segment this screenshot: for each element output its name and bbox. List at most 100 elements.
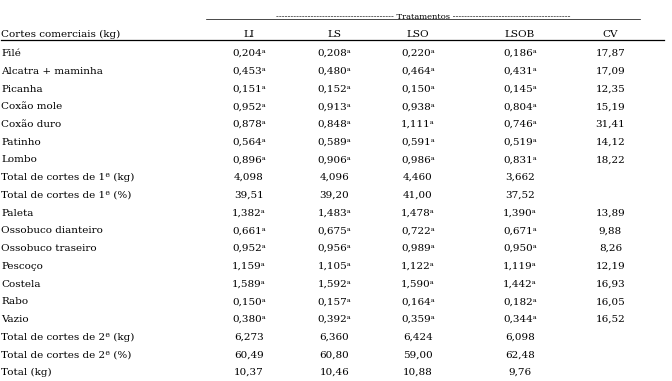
Text: 4,098: 4,098 xyxy=(234,173,264,182)
Text: 0,989ᵃ: 0,989ᵃ xyxy=(401,244,435,253)
Text: 0,831ᵃ: 0,831ᵃ xyxy=(503,155,537,165)
Text: Total de cortes de 2ª (kg): Total de cortes de 2ª (kg) xyxy=(1,333,135,342)
Text: 41,00: 41,00 xyxy=(403,191,433,200)
Text: 0,952ᵃ: 0,952ᵃ xyxy=(232,102,266,111)
Text: 0,182ᵃ: 0,182ᵃ xyxy=(503,297,537,306)
Text: 0,589ᵃ: 0,589ᵃ xyxy=(317,138,351,147)
Text: 1,119ᵃ: 1,119ᵃ xyxy=(503,262,537,271)
Text: 0,848ᵃ: 0,848ᵃ xyxy=(317,120,351,129)
Text: 1,590ᵃ: 1,590ᵃ xyxy=(401,280,435,288)
Text: 0,145ᵃ: 0,145ᵃ xyxy=(503,85,537,93)
Text: LSOB: LSOB xyxy=(505,30,535,38)
Text: 0,150ᵃ: 0,150ᵃ xyxy=(232,297,266,306)
Text: Total de cortes de 1ª (%): Total de cortes de 1ª (%) xyxy=(1,191,132,200)
Text: Alcatra + maminha: Alcatra + maminha xyxy=(1,67,103,76)
Text: ----------------------------------------- Tratamentos --------------------------: ----------------------------------------… xyxy=(276,13,571,21)
Text: 9,88: 9,88 xyxy=(599,226,622,235)
Text: 12,35: 12,35 xyxy=(595,85,625,93)
Text: 0,671ᵃ: 0,671ᵃ xyxy=(503,226,537,235)
Text: 60,49: 60,49 xyxy=(234,351,264,359)
Text: 0,896ᵃ: 0,896ᵃ xyxy=(232,155,266,165)
Text: Total de cortes de 1ª (kg): Total de cortes de 1ª (kg) xyxy=(1,173,135,182)
Text: Ossobuco dianteiro: Ossobuco dianteiro xyxy=(1,226,103,235)
Text: 0,453ᵃ: 0,453ᵃ xyxy=(232,67,266,76)
Text: 0,204ᵃ: 0,204ᵃ xyxy=(232,49,266,58)
Text: 4,096: 4,096 xyxy=(319,173,349,182)
Text: Costela: Costela xyxy=(1,280,41,288)
Text: 60,80: 60,80 xyxy=(319,351,349,359)
Text: 0,661ᵃ: 0,661ᵃ xyxy=(232,226,266,235)
Text: 0,591ᵃ: 0,591ᵃ xyxy=(401,138,435,147)
Text: 59,00: 59,00 xyxy=(403,351,433,359)
Text: 0,906ᵃ: 0,906ᵃ xyxy=(317,155,351,165)
Text: Coxão mole: Coxão mole xyxy=(1,102,62,111)
Text: 1,589ᵃ: 1,589ᵃ xyxy=(232,280,266,288)
Text: 6,273: 6,273 xyxy=(234,333,264,342)
Text: 17,09: 17,09 xyxy=(595,67,625,76)
Text: 16,05: 16,05 xyxy=(595,297,625,306)
Text: 15,19: 15,19 xyxy=(595,102,625,111)
Text: 6,360: 6,360 xyxy=(319,333,349,342)
Text: 0,208ᵃ: 0,208ᵃ xyxy=(317,49,351,58)
Text: 37,52: 37,52 xyxy=(505,191,535,200)
Text: 31,41: 31,41 xyxy=(595,120,625,129)
Text: 0,564ᵃ: 0,564ᵃ xyxy=(232,138,266,147)
Text: 0,359ᵃ: 0,359ᵃ xyxy=(401,315,435,324)
Text: LI: LI xyxy=(243,30,255,38)
Text: 39,20: 39,20 xyxy=(319,191,349,200)
Text: 10,46: 10,46 xyxy=(319,368,349,377)
Text: Pescoço: Pescoço xyxy=(1,262,43,271)
Text: 13,89: 13,89 xyxy=(595,209,625,218)
Text: 1,390ᵃ: 1,390ᵃ xyxy=(503,209,537,218)
Text: 0,186ᵃ: 0,186ᵃ xyxy=(503,49,537,58)
Text: 1,122ᵃ: 1,122ᵃ xyxy=(401,262,435,271)
Text: 1,592ᵃ: 1,592ᵃ xyxy=(317,280,351,288)
Text: 62,48: 62,48 xyxy=(505,351,535,359)
Text: 0,956ᵃ: 0,956ᵃ xyxy=(317,244,351,253)
Text: 12,19: 12,19 xyxy=(595,262,625,271)
Text: 6,424: 6,424 xyxy=(403,333,433,342)
Text: 3,662: 3,662 xyxy=(505,173,535,182)
Text: 0,380ᵃ: 0,380ᵃ xyxy=(232,315,266,324)
Text: 0,746ᵃ: 0,746ᵃ xyxy=(503,120,537,129)
Text: 18,22: 18,22 xyxy=(595,155,625,165)
Text: 1,442ᵃ: 1,442ᵃ xyxy=(503,280,537,288)
Text: 10,37: 10,37 xyxy=(234,368,264,377)
Text: 1,382ᵃ: 1,382ᵃ xyxy=(232,209,266,218)
Text: 0,150ᵃ: 0,150ᵃ xyxy=(401,85,435,93)
Text: Ossobuco traseiro: Ossobuco traseiro xyxy=(1,244,97,253)
Text: Rabo: Rabo xyxy=(1,297,28,306)
Text: 0,480ᵃ: 0,480ᵃ xyxy=(317,67,351,76)
Text: 16,93: 16,93 xyxy=(595,280,625,288)
Text: Total (kg): Total (kg) xyxy=(1,368,52,377)
Text: 9,76: 9,76 xyxy=(509,368,532,377)
Text: 0,392ᵃ: 0,392ᵃ xyxy=(317,315,351,324)
Text: 17,87: 17,87 xyxy=(595,49,625,58)
Text: 0,986ᵃ: 0,986ᵃ xyxy=(401,155,435,165)
Text: 0,938ᵃ: 0,938ᵃ xyxy=(401,102,435,111)
Text: 0,913ᵃ: 0,913ᵃ xyxy=(317,102,351,111)
Text: 0,220ᵃ: 0,220ᵃ xyxy=(401,49,435,58)
Text: Patinho: Patinho xyxy=(1,138,41,147)
Text: 1,159ᵃ: 1,159ᵃ xyxy=(232,262,266,271)
Text: 4,460: 4,460 xyxy=(403,173,433,182)
Text: 0,952ᵃ: 0,952ᵃ xyxy=(232,244,266,253)
Text: 0,151ᵃ: 0,151ᵃ xyxy=(232,85,266,93)
Text: Coxão duro: Coxão duro xyxy=(1,120,62,129)
Text: Total de cortes de 2ª (%): Total de cortes de 2ª (%) xyxy=(1,351,132,359)
Text: Picanha: Picanha xyxy=(1,85,43,93)
Text: 14,12: 14,12 xyxy=(595,138,625,147)
Text: 16,52: 16,52 xyxy=(595,315,625,324)
Text: 6,098: 6,098 xyxy=(505,333,535,342)
Text: 0,950ᵃ: 0,950ᵃ xyxy=(503,244,537,253)
Text: 1,483ᵃ: 1,483ᵃ xyxy=(317,209,351,218)
Text: Paleta: Paleta xyxy=(1,209,34,218)
Text: 0,344ᵃ: 0,344ᵃ xyxy=(503,315,537,324)
Text: 0,464ᵃ: 0,464ᵃ xyxy=(401,67,435,76)
Text: 0,878ᵃ: 0,878ᵃ xyxy=(232,120,266,129)
Text: LSO: LSO xyxy=(407,30,429,38)
Text: 0,804ᵃ: 0,804ᵃ xyxy=(503,102,537,111)
Text: Filé: Filé xyxy=(1,49,22,58)
Text: 0,722ᵃ: 0,722ᵃ xyxy=(401,226,435,235)
Text: 8,26: 8,26 xyxy=(599,244,622,253)
